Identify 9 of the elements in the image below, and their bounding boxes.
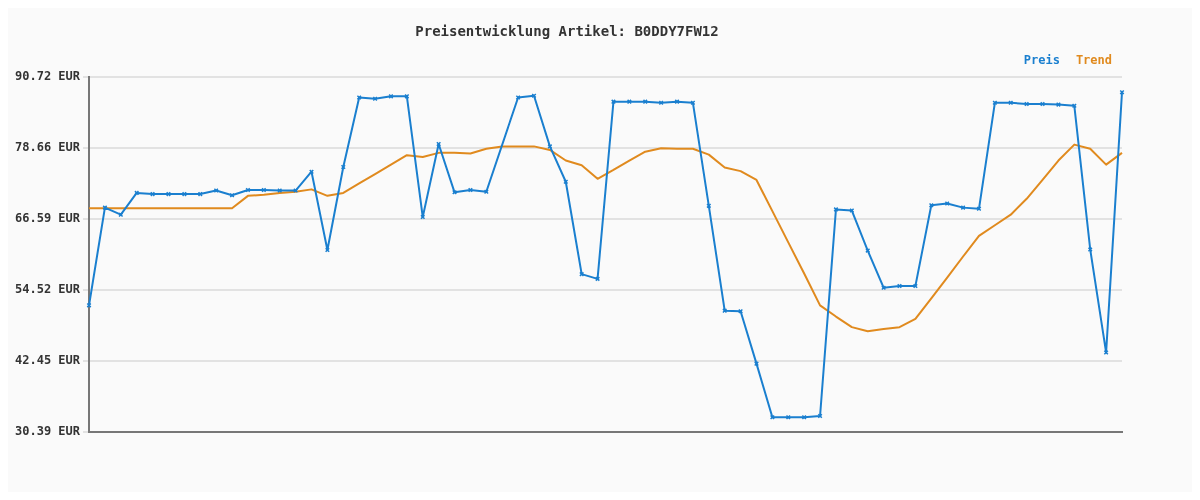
y-tick-label: 66.59 EUR xyxy=(14,210,81,225)
y-tick-label: 78.66 EUR xyxy=(14,139,81,154)
y-tick-label: 42.45 EUR xyxy=(14,353,81,368)
text: Preis xyxy=(1023,52,1060,67)
chart-title: Preisentwicklung Artikel: B0DDY7FW12 xyxy=(415,23,719,40)
text: Trend xyxy=(1075,52,1112,67)
y-tick-label: 90.72 EUR xyxy=(14,68,81,83)
y-tick-label: 54.52 EUR xyxy=(14,282,81,297)
y-tick-label: 30.39 EUR xyxy=(14,424,81,439)
